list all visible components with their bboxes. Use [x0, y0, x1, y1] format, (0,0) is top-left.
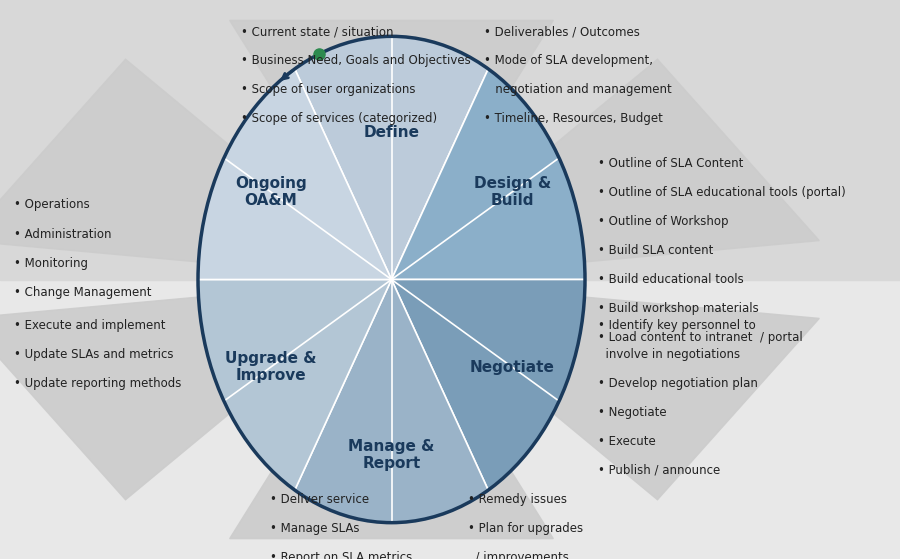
Text: • Remedy issues: • Remedy issues — [468, 493, 567, 506]
Text: • Negotiate: • Negotiate — [598, 406, 667, 419]
Text: • Execute and implement: • Execute and implement — [14, 319, 165, 331]
Text: negotiation and management: negotiation and management — [484, 83, 672, 96]
Text: involve in negotiations: involve in negotiations — [598, 348, 741, 361]
Text: • Scope of user organizations: • Scope of user organizations — [241, 83, 416, 96]
Text: • Deliverables / Outcomes: • Deliverables / Outcomes — [484, 25, 640, 38]
Text: • Load content to intranet  / portal: • Load content to intranet / portal — [598, 331, 803, 344]
Polygon shape — [392, 59, 819, 280]
Text: • Operations: • Operations — [14, 198, 89, 211]
Text: • Scope of services (categorized): • Scope of services (categorized) — [241, 112, 437, 125]
Text: Upgrade &
Improve: Upgrade & Improve — [225, 351, 317, 383]
Text: • Mode of SLA development,: • Mode of SLA development, — [484, 54, 653, 67]
Text: Design &
Build: Design & Build — [473, 176, 551, 208]
Polygon shape — [392, 280, 585, 490]
Text: • Execute: • Execute — [598, 435, 656, 448]
Text: • Publish / announce: • Publish / announce — [598, 464, 721, 477]
Text: • Plan for upgrades: • Plan for upgrades — [468, 522, 583, 535]
Text: • Build workshop materials: • Build workshop materials — [598, 302, 760, 315]
Polygon shape — [295, 280, 488, 523]
Text: • Build educational tools: • Build educational tools — [598, 273, 744, 286]
Text: • Deliver service: • Deliver service — [270, 493, 369, 506]
Text: • Current state / situation: • Current state / situation — [241, 25, 393, 38]
Polygon shape — [230, 280, 554, 539]
Text: Ongoing
OA&M: Ongoing OA&M — [235, 176, 307, 208]
Polygon shape — [392, 69, 585, 280]
Text: Manage &
Report: Manage & Report — [348, 439, 435, 471]
Text: • Develop negotiation plan: • Develop negotiation plan — [598, 377, 759, 390]
Text: • Update SLAs and metrics: • Update SLAs and metrics — [14, 348, 173, 361]
Polygon shape — [198, 69, 392, 280]
Bar — [0, 0, 900, 280]
Text: Define: Define — [364, 125, 419, 140]
Text: • Build SLA content: • Build SLA content — [598, 244, 714, 257]
Text: • Timeline, Resources, Budget: • Timeline, Resources, Budget — [484, 112, 663, 125]
Polygon shape — [198, 280, 392, 490]
Text: • Outline of SLA educational tools (portal): • Outline of SLA educational tools (port… — [598, 186, 846, 198]
Text: • Identify key personnel to: • Identify key personnel to — [598, 319, 756, 331]
Text: • Outline of Workshop: • Outline of Workshop — [598, 215, 729, 228]
Polygon shape — [0, 59, 392, 280]
Text: • Update reporting methods: • Update reporting methods — [14, 377, 181, 390]
Polygon shape — [392, 280, 819, 500]
Text: • Manage SLAs: • Manage SLAs — [270, 522, 359, 535]
Text: / improvements: / improvements — [468, 551, 569, 559]
Polygon shape — [0, 280, 392, 500]
Text: Negotiate: Negotiate — [470, 359, 554, 375]
Text: • Change Management: • Change Management — [14, 286, 151, 299]
Text: • Business Need, Goals and Objectives: • Business Need, Goals and Objectives — [241, 54, 471, 67]
Polygon shape — [295, 36, 488, 280]
Text: • Outline of SLA Content: • Outline of SLA Content — [598, 157, 744, 169]
Polygon shape — [230, 20, 554, 280]
Text: • Administration: • Administration — [14, 228, 111, 240]
Text: • Report on SLA metrics: • Report on SLA metrics — [270, 551, 412, 559]
Text: • Monitoring: • Monitoring — [14, 257, 87, 269]
